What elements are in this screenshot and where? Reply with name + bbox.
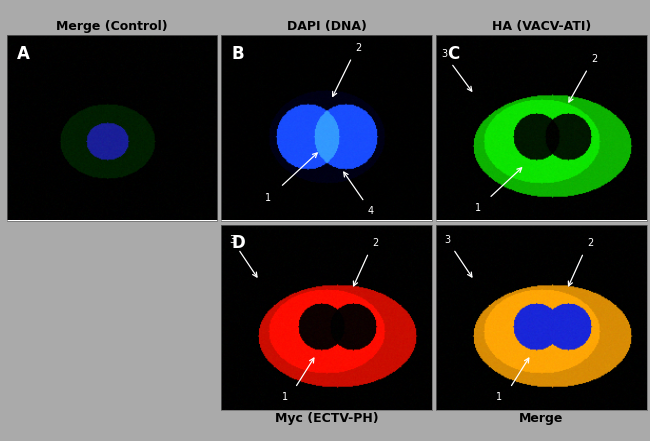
Text: 1: 1: [265, 193, 271, 203]
Text: 2: 2: [587, 239, 593, 248]
Text: 1: 1: [475, 202, 482, 213]
Text: DAPI (DNA): DAPI (DNA): [287, 20, 367, 33]
Text: 4: 4: [368, 206, 374, 216]
Text: Merge (Control): Merge (Control): [56, 20, 168, 33]
Text: 2: 2: [372, 239, 378, 248]
Text: 3: 3: [442, 49, 448, 59]
Text: D: D: [232, 234, 246, 252]
Text: 3: 3: [444, 235, 450, 245]
Text: 1: 1: [281, 392, 287, 402]
Text: 2: 2: [355, 43, 361, 53]
Text: Myc (ECTV-PH): Myc (ECTV-PH): [275, 412, 378, 425]
Text: C: C: [447, 45, 459, 63]
Text: 1: 1: [497, 392, 502, 402]
Text: 3: 3: [229, 235, 235, 245]
Text: 2: 2: [591, 54, 597, 64]
Text: Merge: Merge: [519, 412, 564, 425]
Text: A: A: [17, 45, 30, 63]
Text: B: B: [232, 45, 244, 63]
Text: HA (VACV-ATI): HA (VACV-ATI): [492, 20, 592, 33]
